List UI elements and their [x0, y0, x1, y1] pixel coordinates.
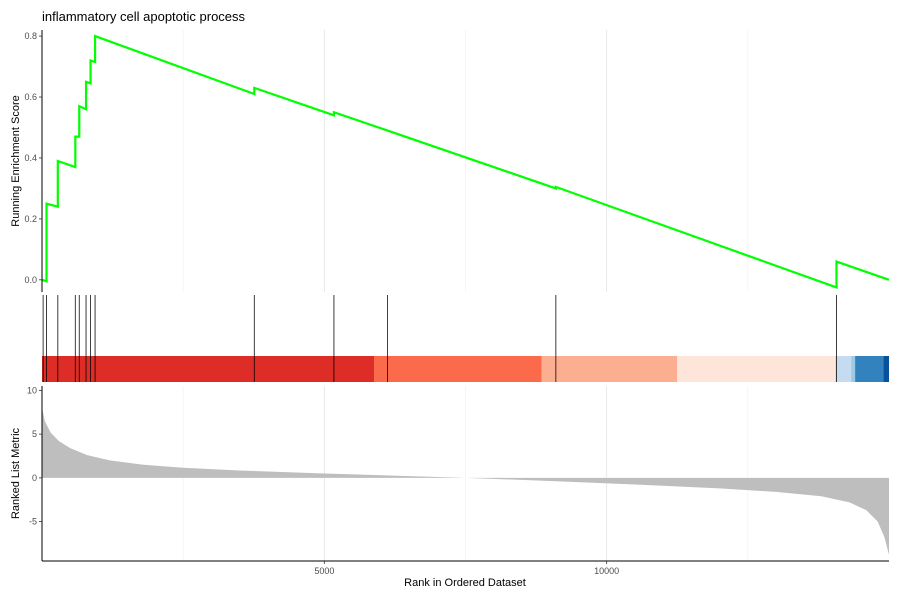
rank-color-band	[883, 356, 889, 382]
y-tick-label: 0.6	[24, 92, 37, 102]
y-axis-title-enrichment: Running Enrichment Score	[10, 95, 22, 226]
rank-color-band	[851, 356, 856, 382]
y-axis-title-metric: Ranked List Metric	[10, 427, 22, 519]
running-enrichment-panel	[41, 34, 890, 289]
y-tick-label: 0.2	[24, 214, 37, 224]
x-axis-title: Rank in Ordered Dataset	[404, 577, 526, 589]
grid-lines	[182, 30, 749, 561]
rank-color-band	[677, 356, 836, 382]
y-tick-label: 0.8	[24, 31, 37, 41]
y-tick-label: 5	[32, 429, 37, 439]
rank-color-band	[855, 356, 884, 382]
rank-color-band	[374, 356, 542, 382]
y-tick-label: 10	[27, 385, 37, 395]
y-tick-label: 0.0	[24, 275, 37, 285]
ranked-metric-area	[42, 407, 889, 555]
x-tick-label: 10000	[594, 566, 619, 576]
enrichment-score-line	[41, 34, 890, 289]
rank-color-band	[42, 356, 375, 382]
axes: 0.0 0.2 0.4 0.6 0.8 -5 0 5 10 5000 10000	[24, 30, 889, 576]
y-tick-label: 0	[32, 473, 37, 483]
ranked-list-metric-panel	[42, 407, 889, 555]
rank-color-band	[835, 356, 852, 382]
y-tick-label: -5	[29, 517, 37, 527]
x-tick-label: 5000	[314, 566, 334, 576]
plot-title: inflammatory cell apoptotic process	[42, 9, 246, 24]
gene-hits-panel	[42, 295, 889, 382]
y-tick-label: 0.4	[24, 153, 37, 163]
rank-color-band	[541, 356, 678, 382]
